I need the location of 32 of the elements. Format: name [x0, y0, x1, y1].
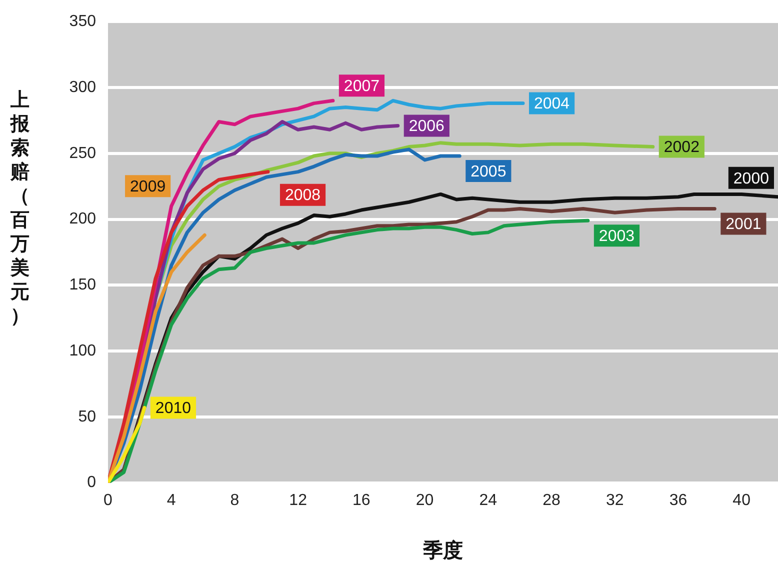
x-tick-label: 36	[669, 492, 688, 509]
y-tick-label: 350	[69, 13, 96, 30]
series-label: 2003	[598, 228, 635, 245]
text: 上报索赔（百万美元）	[10, 89, 30, 327]
x-axis-title: 季度	[422, 538, 463, 562]
series-label: 2010	[155, 400, 192, 418]
x-tick-label: 16	[352, 492, 370, 509]
series-label: 2005	[470, 163, 506, 180]
x-tick-label: 4	[166, 492, 176, 509]
series-label: 2002	[664, 139, 700, 156]
x-tick-label: 40	[732, 492, 751, 509]
x-tick-label: 20	[416, 492, 434, 509]
series-label: 2001	[726, 216, 762, 234]
x-tick-label: 12	[289, 492, 308, 509]
series-label: 2007	[344, 78, 380, 96]
y-tick-label: 150	[69, 276, 96, 294]
y-tick-label: 100	[69, 342, 96, 360]
y-tick-label: 200	[69, 210, 96, 228]
y-tick-label: 50	[78, 408, 96, 426]
x-tick-label: 0	[104, 492, 113, 509]
series-label: 2006	[408, 118, 445, 136]
series-label: 2000	[733, 170, 770, 188]
y-tick-label: 0	[87, 474, 96, 492]
y-tick-label: 300	[69, 78, 96, 96]
text: 2009	[130, 178, 166, 196]
x-tick-label: 8	[230, 492, 240, 509]
y-tick-label: 250	[69, 144, 96, 162]
x-tick-label: 24	[479, 492, 498, 509]
series-label: 2004	[534, 96, 570, 113]
x-tick-label: 32	[606, 492, 624, 509]
x-tick-label: 28	[542, 492, 560, 509]
series-label: 2008	[284, 187, 321, 204]
